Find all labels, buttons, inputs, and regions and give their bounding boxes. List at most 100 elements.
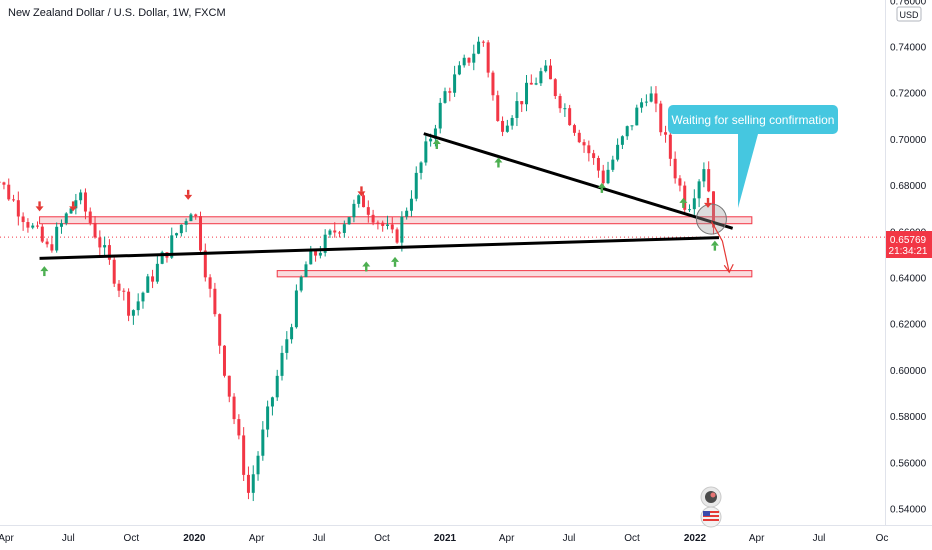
- candle: [711, 191, 715, 235]
- candle: [290, 323, 294, 344]
- resistance-zone[interactable]: [39, 216, 753, 225]
- candle-body: [486, 42, 490, 73]
- candle: [424, 135, 428, 166]
- candle-body: [577, 132, 581, 143]
- plot-area[interactable]: [0, 36, 885, 502]
- candle: [692, 189, 696, 215]
- candle-body: [620, 136, 624, 145]
- candle-body: [568, 108, 572, 126]
- currency-badge-label: USD: [899, 10, 919, 20]
- price-tick-label: 0.64000: [890, 274, 927, 285]
- candle-body: [45, 241, 49, 245]
- candle: [107, 239, 111, 265]
- arrow-head: [35, 206, 44, 212]
- projection-path[interactable]: [710, 221, 730, 273]
- candle: [505, 119, 509, 133]
- arrow-head: [357, 191, 366, 197]
- support-trendline[interactable]: [39, 236, 720, 260]
- resistance-trendline[interactable]: [423, 132, 734, 230]
- time-tick-label: Apr: [499, 533, 515, 544]
- candle-body: [707, 169, 711, 192]
- candle: [558, 93, 562, 113]
- candle: [438, 98, 442, 134]
- breakout-highlight-circle[interactable]: [695, 203, 727, 235]
- candle-body: [596, 158, 600, 171]
- dividends-event-icon[interactable]: [700, 486, 722, 508]
- candle: [175, 232, 179, 238]
- candle: [237, 414, 241, 440]
- time-axis[interactable]: Apr Jul Oct 2020 Apr Jul Oct 2021 Apr Jul Oct 2022 A…: [0, 525, 932, 545]
- candle: [26, 218, 30, 233]
- candle: [189, 212, 193, 222]
- candle-body: [515, 101, 519, 118]
- price-axis[interactable]: 0.740000.720000.700000.680000.660000.640…: [885, 0, 927, 525]
- time-tick-label: Apr: [749, 533, 765, 544]
- candle: [213, 282, 217, 317]
- arrow-shaft: [365, 266, 368, 272]
- candle-body: [285, 339, 289, 353]
- candle-body: [184, 221, 188, 225]
- candle-body: [640, 102, 644, 108]
- candle-body: [438, 102, 442, 129]
- candle: [625, 125, 629, 140]
- candle: [376, 220, 380, 230]
- candle: [242, 427, 246, 482]
- candle: [520, 101, 524, 113]
- candle: [362, 191, 366, 208]
- candle-body: [280, 352, 284, 376]
- candle: [462, 54, 466, 68]
- candle-body: [122, 290, 126, 292]
- candle: [21, 212, 25, 231]
- us-flag-event-icon[interactable]: [700, 506, 722, 528]
- event-icons[interactable]: [700, 486, 722, 528]
- candle-body: [592, 153, 596, 159]
- candle: [553, 78, 557, 100]
- candle-body: [553, 79, 557, 97]
- candle-body: [414, 172, 418, 199]
- candle-body: [433, 128, 437, 139]
- candle: [477, 36, 481, 55]
- candle: [563, 103, 567, 117]
- candle-body: [601, 170, 605, 184]
- currency-badge[interactable]: USD: [896, 6, 922, 22]
- price-tick-label: 0.72000: [890, 89, 927, 100]
- candle: [328, 228, 332, 238]
- candle: [112, 256, 116, 287]
- candle: [251, 465, 255, 502]
- candle-body: [333, 230, 337, 233]
- candle: [649, 86, 653, 103]
- candle: [0, 181, 1, 183]
- candle: [352, 199, 356, 223]
- arrow-head: [432, 139, 441, 145]
- candle-body: [74, 200, 78, 209]
- annotation-callout[interactable]: Waiting for selling confirmation: [668, 105, 838, 208]
- candle: [179, 224, 183, 237]
- candle-body: [525, 82, 529, 105]
- current-price-box: [886, 231, 932, 258]
- buy-signal-arrow-icon: [40, 266, 49, 277]
- candle-body: [64, 213, 68, 224]
- price-tick-label: 0.76000: [890, 0, 927, 7]
- price-tick-label: 0.58000: [890, 412, 927, 423]
- candle: [481, 40, 485, 47]
- callout-pointer: [738, 134, 758, 208]
- candle-body: [534, 83, 538, 85]
- candle: [501, 116, 505, 137]
- candle: [414, 166, 418, 202]
- candle: [40, 223, 44, 243]
- price-tick-label: 0.56000: [890, 458, 927, 469]
- candle-body: [457, 65, 461, 75]
- candle-body: [697, 181, 701, 199]
- support-zone[interactable]: [276, 270, 753, 278]
- candle: [117, 280, 121, 298]
- candle-body: [275, 375, 279, 398]
- candle-body: [409, 198, 413, 211]
- time-tick-label: Apr: [0, 533, 14, 544]
- candle: [50, 235, 54, 253]
- candles: [0, 36, 715, 502]
- candle-body: [31, 225, 35, 228]
- candle: [342, 220, 346, 238]
- candle-body: [194, 214, 198, 217]
- candle: [227, 375, 231, 403]
